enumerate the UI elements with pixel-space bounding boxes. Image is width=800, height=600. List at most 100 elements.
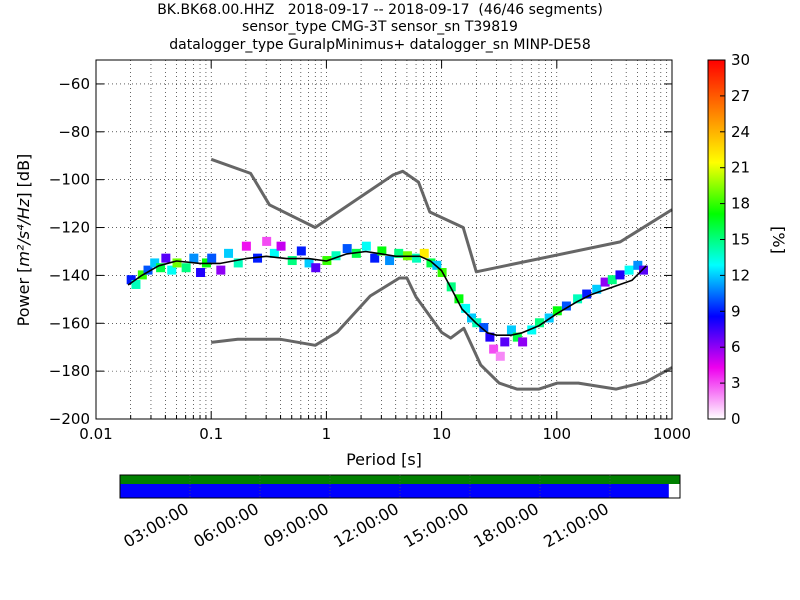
psd-cell — [216, 265, 226, 275]
coverage-bottom-bar — [120, 484, 669, 498]
colorbar-tick-label: 30 — [731, 51, 750, 69]
colorbar-tick-label: 15 — [731, 231, 750, 249]
y-tick-label: −80 — [58, 123, 90, 141]
mode-curve-layer — [127, 250, 647, 337]
chart-title-line-1: BK.BK68.00.HHZ 2018-09-17 -- 2018-09-17 … — [157, 2, 603, 18]
psd-cell — [495, 351, 505, 361]
psd-cell — [419, 248, 429, 258]
nlnm-curve — [211, 276, 673, 391]
psd-cell — [512, 332, 522, 342]
psd-cell — [156, 263, 166, 273]
y-axis-label: Power [m²/s⁴/Hz] [dB] — [14, 154, 33, 327]
x-tick-label: 0.1 — [199, 425, 223, 443]
psd-cell — [377, 246, 387, 256]
x-tick-label: 1 — [322, 425, 332, 443]
psd-cell — [370, 253, 380, 263]
coverage-time-label: 18:00:00 — [470, 499, 542, 551]
psd-cell — [432, 260, 442, 270]
psd-cell — [253, 253, 263, 263]
colorbar-tick-label: 9 — [731, 302, 741, 320]
psd-cell — [224, 248, 234, 258]
psd-cell — [172, 258, 182, 268]
x-tick-label: 100 — [542, 425, 571, 443]
x-axis-label: Period [s] — [346, 450, 422, 469]
psd-cell — [615, 270, 625, 280]
y-tick-label: −160 — [49, 314, 90, 332]
coverage-time-label: 06:00:00 — [190, 499, 262, 551]
psd-cell — [276, 241, 286, 251]
psd-cell — [527, 325, 537, 335]
plot-frame — [95, 59, 673, 420]
colorbar-label: [%] — [769, 226, 788, 254]
coverage-time-label: 15:00:00 — [400, 499, 472, 551]
psd-cell — [607, 275, 617, 285]
psd-cell — [534, 318, 544, 328]
psd-cell — [454, 294, 464, 304]
psd-cell — [233, 258, 243, 268]
psd-cell — [479, 323, 489, 333]
coverage-time-label: 21:00:00 — [540, 499, 612, 551]
colorbar-tick-label: 24 — [731, 123, 750, 141]
noise-model-curves — [210, 157, 673, 391]
psd-cell — [150, 258, 160, 268]
x-tick-label: 1000 — [653, 425, 691, 443]
psd-cell — [624, 265, 634, 275]
psd-cell — [304, 258, 314, 268]
psd-cell — [161, 253, 171, 263]
psd-cell — [600, 277, 610, 287]
colorbar-ticks: 0 3 6 9 12 15 18 21 24 27 30 — [720, 51, 750, 428]
psd-cell — [592, 284, 602, 294]
psd-cell — [311, 263, 321, 273]
y-axis: −200 −180 −160 −140 −120 −100 −80 −60 — [49, 75, 672, 428]
psd-cell — [296, 246, 306, 256]
psd-cell — [412, 253, 422, 263]
psd-cell — [189, 253, 199, 263]
psd-cell — [361, 241, 371, 251]
psd-cell — [638, 265, 648, 275]
y-tick-label: −100 — [49, 171, 90, 189]
psd-cell — [262, 236, 272, 246]
data-coverage-bar: 03:00:0006:00:0009:00:0012:00:0015:00:00… — [119, 474, 681, 551]
psd-cell — [331, 251, 341, 261]
coverage-top-bar — [120, 475, 680, 484]
colorbar-tick-label: 27 — [731, 87, 750, 105]
chart-title-line-2: sensor_type CMG-3T sensor_sn T39819 — [242, 19, 518, 35]
psd-cell — [269, 248, 279, 258]
psd-cell — [461, 303, 471, 313]
psd-cell — [561, 301, 571, 311]
psd-cell — [518, 337, 528, 347]
psd-cell — [196, 268, 206, 278]
colorbar-tick-label: 18 — [731, 195, 750, 213]
psd-cell — [582, 289, 592, 299]
x-tick-label: 0.01 — [79, 425, 112, 443]
psd-cell — [126, 275, 136, 285]
colorbar-tick-label: 6 — [731, 338, 741, 356]
psd-cell — [506, 325, 516, 335]
chart-title-line-3: datalogger_type GuralpMinimus+ datalogge… — [169, 37, 591, 53]
colorbar-tick-label: 0 — [731, 410, 741, 428]
psd-cell — [385, 256, 395, 266]
psd-cell — [167, 265, 177, 275]
psd-cell — [489, 344, 499, 354]
psd-cell — [633, 260, 643, 270]
colorbar-tick-label: 3 — [731, 374, 741, 392]
colorbar-tick-label: 21 — [731, 159, 750, 177]
psd-cell — [181, 263, 191, 273]
x-tick-label: 10 — [432, 425, 451, 443]
psd-cell — [143, 265, 153, 275]
psd-cell — [131, 279, 141, 289]
psd-cell — [485, 332, 495, 342]
plot-grid — [96, 60, 672, 419]
psd-cell — [241, 241, 251, 251]
y-tick-label: −60 — [58, 75, 90, 93]
nhnm-curve — [210, 157, 673, 274]
psd-cell — [394, 248, 404, 258]
colorbar-tick-label: 12 — [731, 266, 750, 284]
x-axis: 0.01 0.1 1 10 100 1000 — [79, 60, 691, 443]
psd-cell — [342, 244, 352, 254]
psd-cell — [552, 306, 562, 316]
coverage-time-label: 03:00:00 — [120, 499, 192, 551]
mode-curve — [127, 250, 647, 337]
y-tick-label: −200 — [49, 410, 90, 428]
